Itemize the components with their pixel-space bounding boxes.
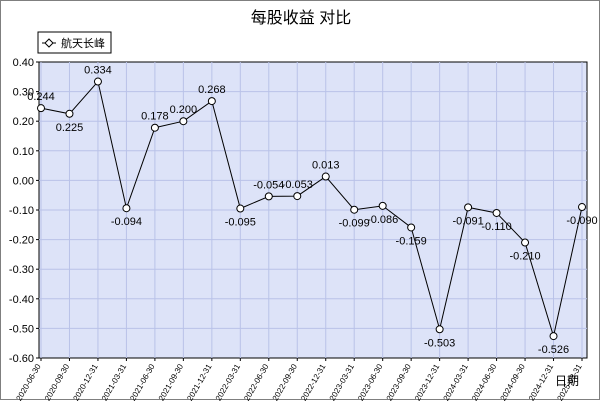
data-point — [122, 204, 131, 213]
y-tick-label: -0.10 — [9, 205, 34, 217]
data-point — [378, 201, 387, 210]
data-label: -0.099 — [339, 218, 370, 230]
data-label: -0.526 — [538, 344, 569, 356]
x-tick-label: 2024-06-30 — [470, 362, 499, 401]
series-markers — [37, 77, 586, 341]
data-point — [492, 208, 501, 217]
y-tick-label: -0.50 — [9, 323, 34, 335]
data-label: -0.095 — [225, 217, 256, 229]
x-tick-label: 2024-12-31 — [527, 362, 556, 401]
data-label: -0.086 — [367, 214, 398, 226]
data-point — [264, 192, 273, 201]
x-tick-label: 2024-09-30 — [499, 362, 528, 401]
legend: 航天长峰 — [37, 31, 112, 54]
data-point — [549, 332, 558, 341]
legend-box — [37, 31, 112, 54]
data-label: 0.200 — [170, 104, 198, 116]
data-label: -0.090 — [566, 215, 597, 227]
data-label: 0.244 — [27, 91, 55, 103]
legend-series-name: 航天长峰 — [61, 36, 105, 50]
x-axis-ticks: 2020-06-30 2020-09-30 2020-12-31 2021-03-31… — [14, 358, 584, 401]
x-axis-label: 日期 — [555, 374, 579, 388]
y-tick-label: -0.20 — [9, 235, 34, 247]
y-tick-label: -0.60 — [9, 353, 34, 365]
y-tick-label: 0.20 — [13, 116, 34, 128]
x-tick-label: 2023-12-31 — [413, 362, 442, 401]
x-tick-label: 2020-09-30 — [43, 362, 72, 401]
y-tick-label: -0.40 — [9, 294, 34, 306]
data-point — [65, 109, 74, 118]
data-label: -0.110 — [481, 221, 511, 233]
y-tick-label: 0.40 — [13, 57, 34, 69]
y-tick-label: -0.30 — [9, 264, 34, 276]
data-point — [179, 117, 188, 126]
series-line — [40, 80, 583, 339]
data-point — [93, 77, 102, 86]
y-tick-label: 0.30 — [13, 87, 34, 99]
chart-title: 每股收益 对比 — [251, 9, 351, 27]
x-tick-label: 2020-12-31 — [71, 362, 100, 401]
data-point — [521, 238, 530, 247]
data-label: -0.094 — [111, 216, 142, 228]
x-tick-label: 2021-06-30 — [128, 362, 157, 401]
data-label: 0.178 — [141, 111, 169, 123]
data-label: -0.210 — [509, 251, 540, 263]
data-point — [236, 204, 245, 213]
data-label: -0.503 — [424, 337, 455, 349]
x-tick-label: 2021-12-31 — [185, 362, 214, 401]
data-point — [350, 205, 359, 214]
x-tick-label: 2021-03-31 — [100, 362, 129, 401]
data-label: -0.054 — [253, 179, 284, 191]
x-tick-label: 2023-03-31 — [328, 362, 357, 401]
data-point — [321, 172, 330, 181]
data-label: -0.159 — [396, 235, 427, 247]
x-tick-label: 2022-09-30 — [271, 362, 300, 401]
data-point — [435, 325, 444, 334]
x-tick-label: 2021-09-30 — [157, 362, 186, 401]
x-tick-label: 2023-06-30 — [356, 362, 385, 401]
x-tick-label: 2022-12-31 — [299, 362, 328, 401]
data-label: 0.334 — [84, 65, 112, 77]
legend-marker-icon — [44, 38, 54, 48]
x-tick-label: 2023-09-30 — [385, 362, 414, 401]
x-tick-label: 2020-06-30 — [14, 362, 43, 401]
data-point — [150, 123, 159, 132]
data-point — [464, 203, 473, 212]
data-point — [407, 223, 416, 232]
data-label: -0.053 — [282, 179, 313, 191]
data-label: 0.225 — [56, 122, 84, 134]
data-label: 0.268 — [198, 84, 226, 96]
x-tick-label: 2022-03-31 — [214, 362, 243, 401]
x-tick-label: 2022-06-30 — [242, 362, 271, 401]
data-point — [293, 192, 302, 201]
data-point — [207, 97, 216, 106]
y-tick-label: 0.00 — [13, 175, 34, 187]
data-label: 0.013 — [312, 160, 340, 172]
x-tick-label: 2024-03-31 — [442, 362, 471, 401]
y-axis-ticks: 0.40 0.30 0.20 0.10 0.00 -0.10 -0.20 -0.30 -0.40… — [9, 57, 39, 365]
data-point — [37, 104, 45, 113]
y-tick-label: 0.10 — [13, 146, 34, 158]
data-label: -0.091 — [453, 215, 484, 227]
data-point — [578, 203, 586, 212]
